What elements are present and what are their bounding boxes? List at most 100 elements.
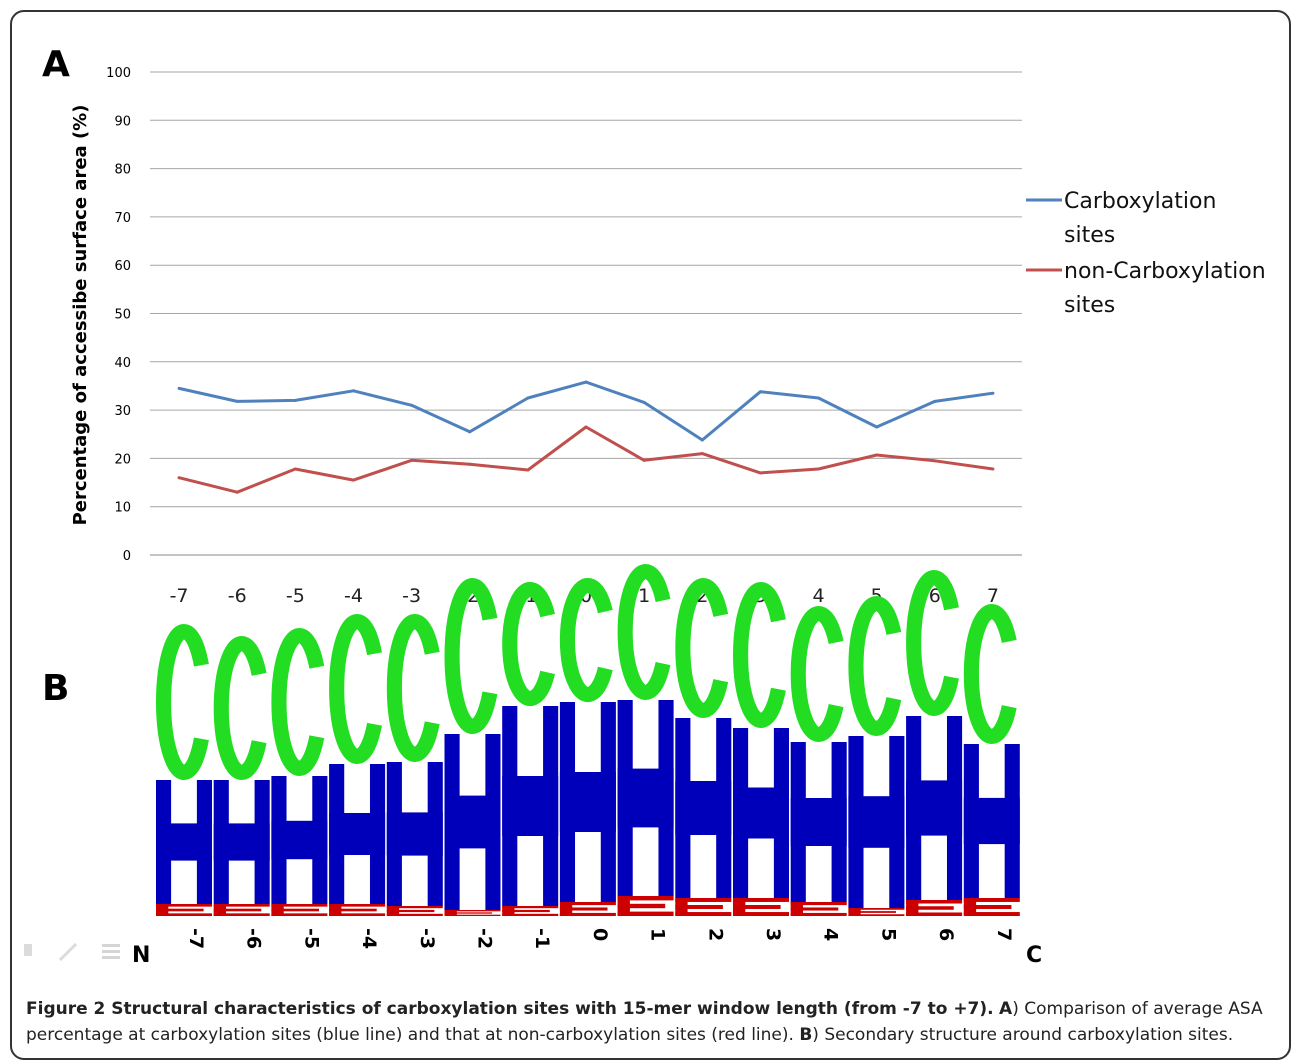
data-point <box>351 478 355 482</box>
data-point <box>177 476 181 480</box>
logo-letter-c <box>848 596 902 736</box>
y-tick-label: 0 <box>123 549 131 564</box>
data-point <box>758 471 762 475</box>
y-tick-label: 20 <box>114 452 131 467</box>
logo-position-label: 2 <box>704 928 726 941</box>
data-point <box>933 399 937 403</box>
data-point <box>933 459 937 463</box>
logo-letter-h <box>559 702 616 902</box>
y-tick-label: 50 <box>114 308 131 323</box>
legend-label-non-carboxylation-line2: sites <box>1064 293 1115 318</box>
logo-letter-c <box>559 578 613 702</box>
logo-letter-e <box>848 908 905 916</box>
logo-position-label: 4 <box>820 928 842 941</box>
x-tick-label: -7 <box>170 585 189 607</box>
logo-letter-h <box>733 728 789 898</box>
c-terminal-label: C <box>1026 943 1042 968</box>
data-point <box>758 390 762 394</box>
logo-letter-h <box>790 742 847 902</box>
y-tick-label: 40 <box>114 356 131 371</box>
logo-position-label: -5 <box>300 928 322 949</box>
logo-letter-c <box>906 570 959 716</box>
logo-letter-e <box>271 904 328 916</box>
logo-letter-c <box>617 564 671 700</box>
logo-letter-c <box>733 582 786 728</box>
series-lines <box>177 380 995 494</box>
logo-position-label: 6 <box>935 928 957 941</box>
y-tick-label: 30 <box>114 404 131 419</box>
logo-position-label: 1 <box>647 928 669 941</box>
logo-letter-e <box>329 904 386 916</box>
logo-letter-h <box>502 706 559 906</box>
logo-position-label: -7 <box>185 928 207 949</box>
x-tick-label: -6 <box>228 585 247 607</box>
data-point <box>235 490 239 494</box>
data-point <box>468 462 472 466</box>
data-point <box>584 425 588 429</box>
logo-letter-c <box>502 582 555 706</box>
caption-a-label: A <box>999 999 1013 1019</box>
data-point <box>642 400 646 404</box>
logo-letter-h <box>617 700 674 896</box>
toolbar-remnant <box>24 942 120 962</box>
logo-letter-h <box>156 780 212 904</box>
panel-b-letter: B <box>42 668 69 709</box>
logo-letter-h <box>386 762 443 906</box>
logo-letter-c <box>156 624 209 780</box>
logo-letter-h <box>329 764 386 904</box>
legend-label-carboxylation-line2: sites <box>1064 223 1115 248</box>
logo-position-label: -2 <box>474 928 496 949</box>
data-point <box>526 468 530 472</box>
logo-letter-h <box>963 744 1020 898</box>
data-point <box>817 467 821 471</box>
logo-letter-h <box>271 776 328 904</box>
logo-letter-e <box>963 898 1020 916</box>
y-tick-label: 70 <box>114 211 131 226</box>
logo-letter-c <box>790 606 844 742</box>
logo-position-label: -1 <box>531 928 553 949</box>
series-line-non-carboxylation <box>178 425 994 494</box>
logo-letter-c <box>386 614 440 762</box>
legend-label-non-carboxylation-line1: non-Carboxylation <box>1064 259 1266 284</box>
logo-letter-c <box>444 578 498 734</box>
legend-label-carboxylation-line1: Carboxylation <box>1064 189 1216 214</box>
y-tick-label: 90 <box>114 114 131 129</box>
logo-letter-c <box>675 578 729 718</box>
pencil-icon <box>58 942 78 962</box>
logo-letter-h <box>213 780 270 904</box>
data-point <box>642 458 646 462</box>
x-tick-label: -5 <box>286 585 305 607</box>
logo-letter-h <box>848 736 905 908</box>
caption-b-text: ) Secondary structure around carboxylati… <box>812 1025 1234 1045</box>
gridlines <box>150 71 1022 556</box>
logo-letter-c <box>329 614 382 764</box>
logo-position-label: -4 <box>358 928 380 949</box>
data-point <box>177 386 181 390</box>
data-point <box>410 403 414 407</box>
caption-b-label: B <box>799 1025 813 1045</box>
logo-letter-e <box>156 904 212 916</box>
caption-a-text: ) Comparison of average ASA percentage a… <box>26 999 1263 1045</box>
panel-a-letter: A <box>42 44 70 85</box>
logo-letter-c <box>271 628 325 776</box>
y-tick-label: 10 <box>114 501 131 516</box>
y-axis-label: Percentage of accessibe surface area (%) <box>70 105 91 526</box>
data-point <box>875 453 879 457</box>
y-tick-label: 80 <box>114 163 131 178</box>
y-tick-label: 60 <box>114 259 131 274</box>
data-point <box>468 430 472 434</box>
logo-letter-e <box>733 898 789 916</box>
logo-letter-e <box>559 902 616 916</box>
logo-letter-e <box>444 910 501 916</box>
logo-letter-e <box>213 904 270 916</box>
data-point <box>584 380 588 384</box>
x-tick-label: 1 <box>638 585 650 607</box>
figure-caption: Figure 2 Structural characteristics of c… <box>26 996 1280 1048</box>
logo-letter-e <box>386 906 443 916</box>
y-tick-label: 100 <box>106 66 131 81</box>
logo-letter-e <box>617 896 674 916</box>
data-point <box>875 425 879 429</box>
menu-icon <box>102 944 120 947</box>
flag-icon <box>24 944 32 956</box>
